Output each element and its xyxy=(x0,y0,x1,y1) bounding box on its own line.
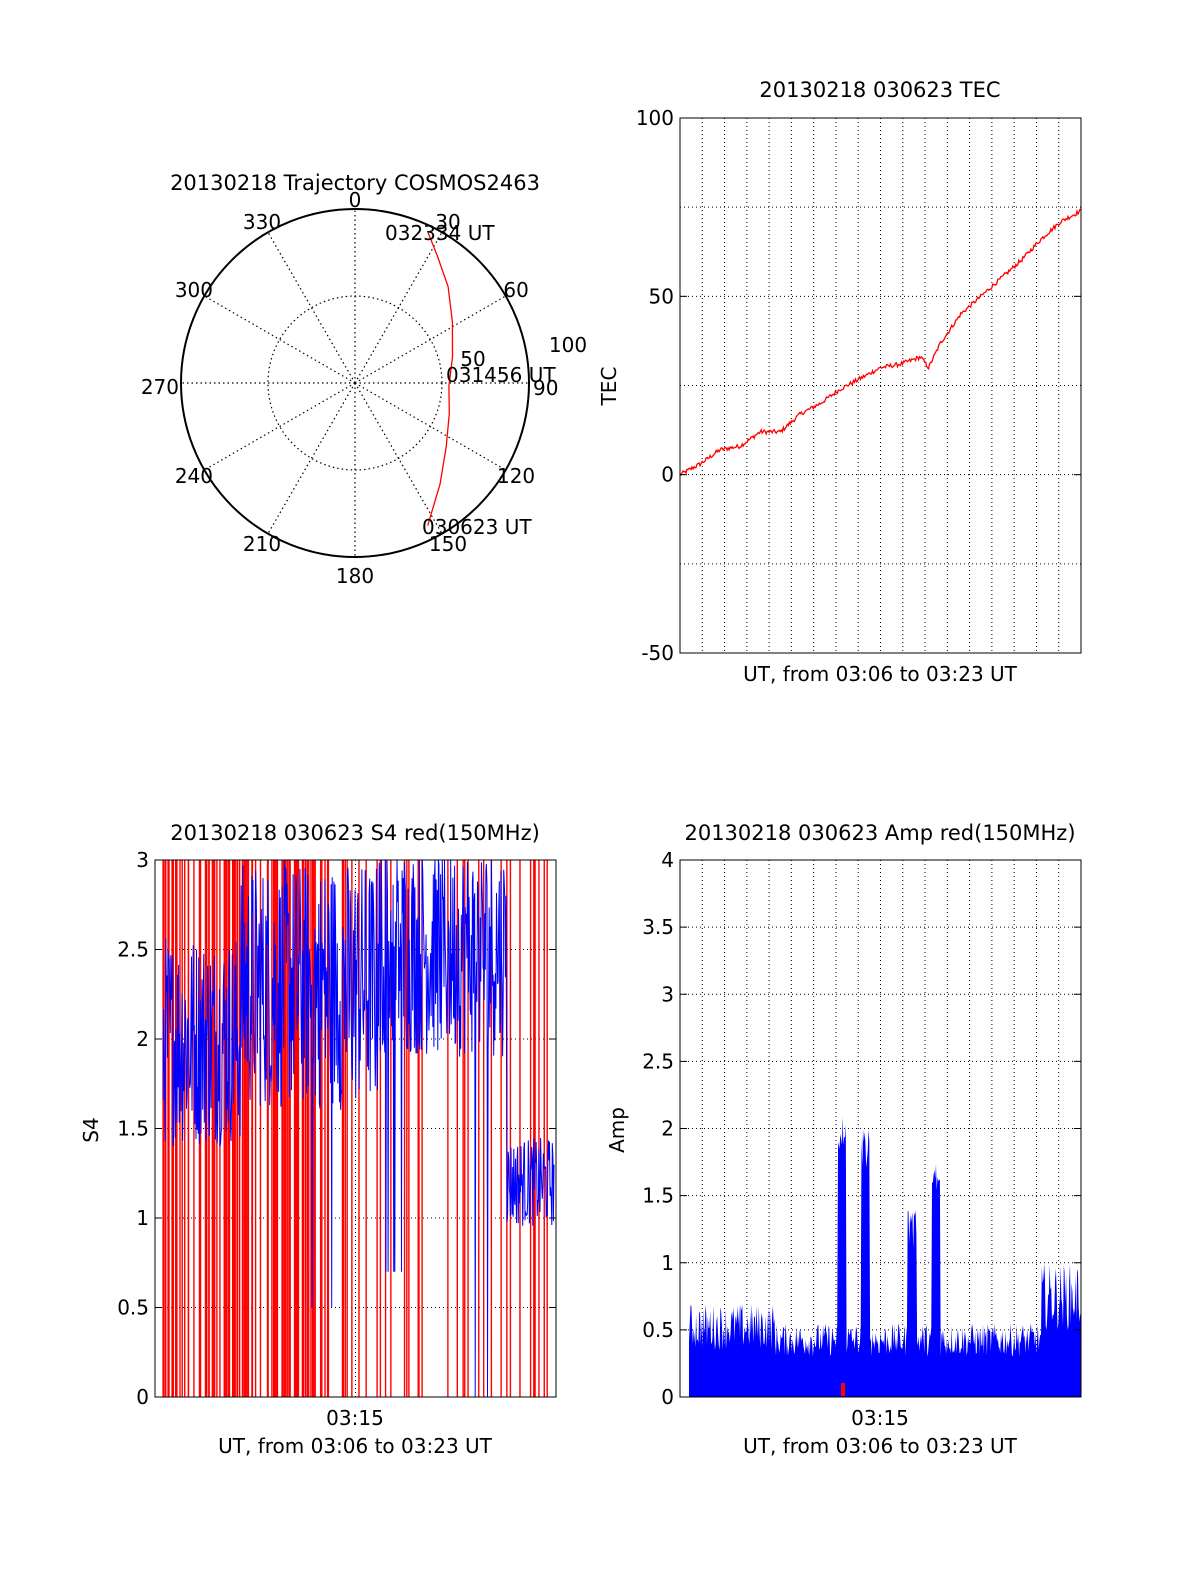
polar-azimuth-labels: 0 30 60 90 120 150 180 210 240 270 300 330 50 100 xyxy=(141,188,587,588)
tec-y-axis-label: TEC xyxy=(597,367,621,407)
y-tick-label: 2 xyxy=(661,1117,674,1141)
y-tick-label: 3.5 xyxy=(642,915,674,939)
satellite-track-line xyxy=(427,232,454,526)
polar-spoke xyxy=(354,295,506,384)
y-tick-label: 4 xyxy=(661,848,674,872)
polar-spoke xyxy=(204,295,356,384)
azimuth-label: 180 xyxy=(336,564,374,588)
azimuth-label: 240 xyxy=(175,464,213,488)
y-tick-label: 3 xyxy=(661,982,674,1006)
amp-title: 20130218 030623 Amp red(150MHz) xyxy=(684,821,1075,845)
azimuth-label: 270 xyxy=(141,375,179,399)
y-tick-label: 3 xyxy=(136,848,149,872)
s4-chart: 20130218 030623 S4 red(150MHz) 0 0.5 1 1.5 2… xyxy=(79,821,557,1458)
y-tick-label: 2 xyxy=(136,1027,149,1051)
amp-y-ticks: 0 0.5 1 1.5 2 2.5 3 3.5 4 xyxy=(642,848,1081,1409)
tec-x-axis-label: UT, from 03:06 to 03:23 UT xyxy=(743,662,1018,686)
y-tick-label: 1 xyxy=(661,1251,674,1275)
azimuth-label: 330 xyxy=(243,210,281,234)
azimuth-label: 150 xyxy=(429,532,467,556)
s4-y-ticks: 0 0.5 1 1.5 2 2.5 3 xyxy=(117,848,556,1409)
y-tick-label: 0 xyxy=(661,1385,674,1409)
y-tick-label: 2.5 xyxy=(117,938,149,962)
polar-spoke xyxy=(354,382,506,471)
y-tick-label: 0 xyxy=(661,463,674,487)
track-start-label: 030623 UT xyxy=(422,515,532,539)
azimuth-label: 300 xyxy=(175,278,213,302)
amp-red-marker xyxy=(841,1383,845,1396)
y-tick-label: 0.5 xyxy=(642,1318,674,1342)
radius-label: 100 xyxy=(549,333,587,357)
polar-spoke xyxy=(354,382,443,534)
s4-x-tick-label: 03:15 xyxy=(326,1406,384,1430)
tec-plot-frame xyxy=(679,117,1082,654)
polar-spoke xyxy=(267,232,356,384)
track-end-label: 032334 UT xyxy=(385,221,495,245)
polar-grid xyxy=(180,208,530,558)
tec-y-ticks: -50 0 50 100 xyxy=(636,106,1081,665)
s4-x-axis-label: UT, from 03:06 to 03:23 UT xyxy=(218,1434,493,1458)
y-tick-label: 0.5 xyxy=(117,1296,149,1320)
polar-trajectory-chart: 20130218 Trajectory COSMOS2463 0 30 60 90 12… xyxy=(141,171,587,588)
y-tick-label: 2.5 xyxy=(642,1049,674,1073)
tec-chart: 20130218 030623 TEC -50 0 50 100 UT, from 0… xyxy=(597,78,1082,686)
y-tick-label: -50 xyxy=(641,641,674,665)
s4-title: 20130218 030623 S4 red(150MHz) xyxy=(170,821,540,845)
y-tick-label: 1.5 xyxy=(642,1184,674,1208)
tec-title: 20130218 030623 TEC xyxy=(759,78,1000,102)
track-mid-label: 031456 UT xyxy=(446,363,556,387)
y-tick-label: 1 xyxy=(136,1206,149,1230)
amp-grid xyxy=(680,860,1081,1397)
azimuth-label: 60 xyxy=(503,278,528,302)
s4-y-axis-label: S4 xyxy=(79,1117,103,1142)
s4-blue-series xyxy=(162,859,555,1398)
azimuth-label: 0 xyxy=(349,188,362,212)
amp-blue-series xyxy=(689,1117,1081,1397)
polar-outer-circle xyxy=(180,208,530,558)
polar-spoke xyxy=(354,232,443,384)
tec-series-line xyxy=(679,208,1081,477)
azimuth-label: 120 xyxy=(497,464,535,488)
azimuth-label: 210 xyxy=(243,532,281,556)
polar-title: 20130218 Trajectory COSMOS2463 xyxy=(170,171,540,195)
y-tick-label: 50 xyxy=(649,284,674,308)
amp-x-tick-label: 03:15 xyxy=(851,1406,909,1430)
tec-grid xyxy=(680,118,1081,653)
amp-x-axis-label: UT, from 03:06 to 03:23 UT xyxy=(743,1434,1018,1458)
amp-chart: 20130218 030623 Amp red(150MHz) 0 0.5 1 1.5… xyxy=(605,821,1082,1458)
y-tick-label: 1.5 xyxy=(117,1117,149,1141)
y-tick-label: 100 xyxy=(636,106,674,130)
y-tick-label: 0 xyxy=(136,1385,149,1409)
polar-spoke xyxy=(267,382,356,534)
azimuth-label: 90 xyxy=(533,376,558,400)
azimuth-label: 30 xyxy=(435,210,460,234)
radius-label: 50 xyxy=(460,347,485,371)
polar-spoke xyxy=(204,382,356,471)
amp-y-axis-label: Amp xyxy=(605,1107,629,1153)
